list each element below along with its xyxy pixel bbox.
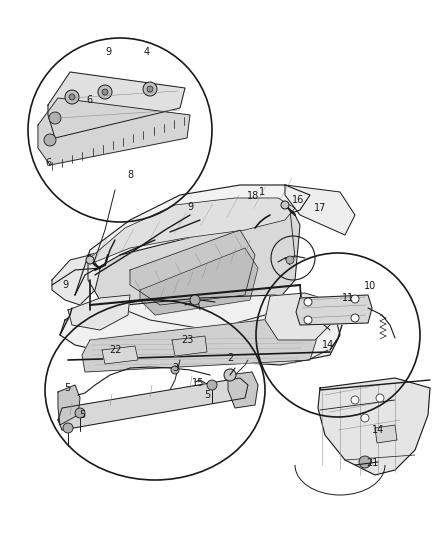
- Polygon shape: [296, 295, 372, 325]
- Polygon shape: [75, 185, 310, 295]
- Circle shape: [361, 414, 369, 422]
- Text: 21: 21: [366, 458, 378, 468]
- Circle shape: [75, 408, 85, 418]
- Circle shape: [378, 426, 386, 434]
- Polygon shape: [82, 315, 318, 372]
- Text: 4: 4: [144, 47, 150, 57]
- Text: 1: 1: [259, 187, 265, 197]
- Text: 5: 5: [64, 383, 70, 393]
- Circle shape: [304, 316, 312, 324]
- Text: 6: 6: [86, 95, 92, 105]
- Polygon shape: [88, 205, 300, 330]
- Circle shape: [304, 298, 312, 306]
- Text: 5: 5: [79, 410, 85, 420]
- Polygon shape: [48, 72, 185, 138]
- Circle shape: [69, 94, 75, 100]
- Polygon shape: [60, 295, 340, 365]
- Circle shape: [86, 256, 94, 264]
- Polygon shape: [228, 372, 258, 408]
- Circle shape: [171, 366, 179, 374]
- Polygon shape: [172, 336, 207, 356]
- Circle shape: [351, 295, 359, 303]
- Text: 18: 18: [247, 191, 259, 201]
- Text: 22: 22: [109, 345, 121, 355]
- Circle shape: [376, 394, 384, 402]
- Circle shape: [98, 85, 112, 99]
- Text: 9: 9: [105, 47, 111, 57]
- Text: 3: 3: [172, 363, 178, 373]
- Text: 23: 23: [181, 335, 193, 345]
- Text: 16: 16: [292, 195, 304, 205]
- Circle shape: [190, 295, 200, 305]
- Text: 9: 9: [62, 280, 68, 290]
- Text: 10: 10: [364, 281, 376, 291]
- Circle shape: [143, 82, 157, 96]
- Polygon shape: [285, 185, 355, 235]
- Polygon shape: [58, 385, 80, 425]
- Polygon shape: [318, 378, 430, 475]
- Text: 11: 11: [342, 293, 354, 303]
- Polygon shape: [130, 230, 255, 305]
- Text: 8: 8: [127, 170, 133, 180]
- Circle shape: [63, 423, 73, 433]
- Polygon shape: [58, 378, 248, 430]
- Polygon shape: [140, 248, 258, 315]
- Circle shape: [351, 314, 359, 322]
- Text: 2: 2: [227, 353, 233, 363]
- Text: 14: 14: [322, 340, 334, 350]
- Circle shape: [351, 396, 359, 404]
- Circle shape: [207, 380, 217, 390]
- Polygon shape: [375, 425, 397, 443]
- Circle shape: [359, 456, 371, 468]
- Text: 9: 9: [187, 202, 193, 212]
- Circle shape: [281, 201, 289, 209]
- Circle shape: [49, 112, 61, 124]
- Polygon shape: [68, 295, 130, 330]
- Polygon shape: [38, 98, 190, 165]
- Text: 17: 17: [314, 203, 326, 213]
- Polygon shape: [52, 255, 100, 305]
- Circle shape: [44, 134, 56, 146]
- Polygon shape: [90, 198, 295, 262]
- Polygon shape: [265, 293, 335, 340]
- Circle shape: [147, 86, 153, 92]
- Text: 6: 6: [45, 158, 51, 168]
- Polygon shape: [102, 346, 138, 364]
- Circle shape: [65, 90, 79, 104]
- Circle shape: [286, 256, 294, 264]
- Circle shape: [224, 369, 236, 381]
- Circle shape: [102, 89, 108, 95]
- Text: 14: 14: [372, 425, 384, 435]
- Text: 15: 15: [192, 378, 204, 388]
- Text: 5: 5: [204, 390, 210, 400]
